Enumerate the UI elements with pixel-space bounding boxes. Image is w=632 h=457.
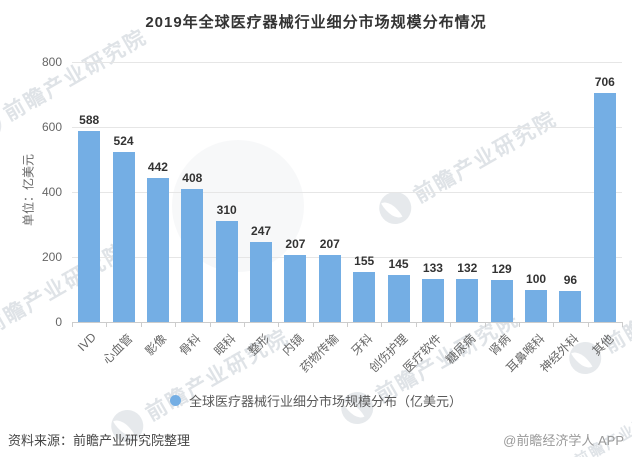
x-axis-tick [415, 322, 417, 327]
x-axis-label: 心血管 [99, 331, 135, 367]
x-axis-label: 眼科 [211, 331, 239, 359]
y-axis-title: 单位：亿美元 [21, 153, 36, 227]
bar [215, 221, 238, 322]
source-note: 资料来源：前瞻产业研究院整理 [8, 433, 191, 448]
x-axis-tick [72, 322, 73, 327]
x-axis-label: 内镜 [279, 331, 307, 359]
gridline [72, 62, 622, 63]
legend-marker-icon [169, 395, 181, 406]
bar-slot: 247 整形 [244, 62, 278, 359]
legend-label: 全球医疗器械行业细分市场规模分布（亿美元） [188, 394, 462, 409]
bar-value-label: 155 [354, 253, 375, 268]
bar [387, 274, 410, 322]
x-axis-label: 整形 [245, 331, 273, 359]
bar [146, 178, 169, 322]
bar-value-label: 408 [182, 171, 203, 186]
bar [284, 254, 307, 322]
x-axis-tick [484, 322, 486, 327]
bar-slot: 588 IVD [72, 62, 106, 354]
bar-slot: 207 内镜 [278, 62, 312, 359]
bar-slot: 133 医疗软件 [400, 62, 450, 375]
bar-value-label: 207 [285, 236, 306, 251]
x-axis-tick [312, 322, 314, 327]
bar-slot: 706 其他 [588, 62, 622, 359]
bar [250, 241, 273, 322]
bar-slot: 155 牙科 [347, 62, 381, 359]
bar-value-label: 310 [216, 203, 237, 218]
x-axis-label: 糖尿病 [443, 331, 479, 367]
bar-value-label: 100 [526, 271, 547, 286]
bar-slot: 524 心血管 [100, 62, 140, 367]
bar-slot: 132 糖尿病 [443, 62, 484, 367]
x-axis-label: 影像 [142, 331, 170, 359]
x-axis-label: 其他 [589, 331, 617, 359]
bar [353, 271, 376, 322]
bar [421, 278, 444, 322]
bar-value-label: 207 [319, 236, 340, 251]
bar-slot: 129 肾病 [485, 62, 519, 358]
bar-slot: 442 影像 [141, 62, 175, 358]
bar [490, 280, 513, 322]
x-axis-tick [175, 322, 177, 327]
x-axis-tick [209, 322, 211, 327]
bar [318, 254, 341, 322]
bar-value-label: 129 [491, 262, 512, 277]
x-axis-tick [622, 322, 623, 327]
qianzhan-logo-icon [0, 104, 8, 148]
bar [112, 151, 135, 322]
x-axis-tick [381, 322, 383, 327]
plot-area: 0 200 400 600 800 588 IVD 524 心血管 442 影像 408 骨科 310 眼科… [42, 55, 623, 376]
bar-value-label: 247 [251, 223, 272, 238]
gridline [72, 257, 622, 258]
x-axis-tick [450, 322, 452, 327]
bar-value-label: 442 [147, 160, 168, 175]
x-axis-tick [347, 322, 348, 327]
bar-slot: 96 神经外科 [538, 62, 587, 375]
bar-value-label: 133 [422, 260, 443, 275]
bar-slot: 310 眼科 [210, 62, 244, 358]
bar-slot: 408 骨科 [175, 62, 209, 358]
legend: 全球医疗器械行业细分市场规模分布（亿美元） [0, 391, 632, 410]
y-axis-tick-label: 400 [41, 185, 62, 199]
bar [525, 289, 548, 322]
x-axis-tick [518, 322, 520, 327]
bar-slot: 145 创伤护理 [366, 62, 415, 375]
bar-value-label: 588 [79, 112, 100, 127]
bar-value-label: 524 [113, 133, 134, 148]
x-axis-label: IVD [75, 330, 100, 355]
bar-value-label: 96 [563, 272, 578, 287]
y-axis-tick-label: 800 [41, 55, 62, 69]
x-axis-label: 肾病 [486, 331, 514, 359]
bar [559, 290, 582, 322]
chart-title: 2019年全球医疗器械行业细分市场规模分布情况 [145, 14, 487, 31]
bar [181, 189, 204, 322]
x-axis-label: 骨科 [176, 331, 204, 359]
bar [456, 279, 479, 322]
x-axis-tick [106, 322, 108, 327]
x-axis-tick [140, 322, 142, 327]
gridline [72, 127, 622, 128]
x-axis-tick [243, 322, 245, 327]
bar [78, 130, 101, 322]
credit-note: @前瞻经济学人 APP [503, 433, 624, 448]
bar-value-label: 706 [594, 74, 615, 89]
x-axis-tick [278, 322, 280, 327]
bar-value-label: 132 [457, 261, 478, 276]
y-axis-tick-label: 200 [41, 250, 62, 264]
bar-value-label: 145 [388, 256, 409, 271]
x-axis-tick [553, 322, 555, 327]
gridline [72, 192, 622, 193]
x-axis-label: 牙科 [348, 331, 376, 359]
y-axis-tick-label: 600 [41, 120, 62, 134]
bar-slot: 207 药物传输 [297, 62, 347, 376]
bar-slot: 100 耳鼻喉科 [504, 62, 553, 376]
bar [593, 92, 616, 322]
x-axis-tick [587, 322, 589, 327]
y-axis-tick-label: 0 [55, 315, 62, 329]
